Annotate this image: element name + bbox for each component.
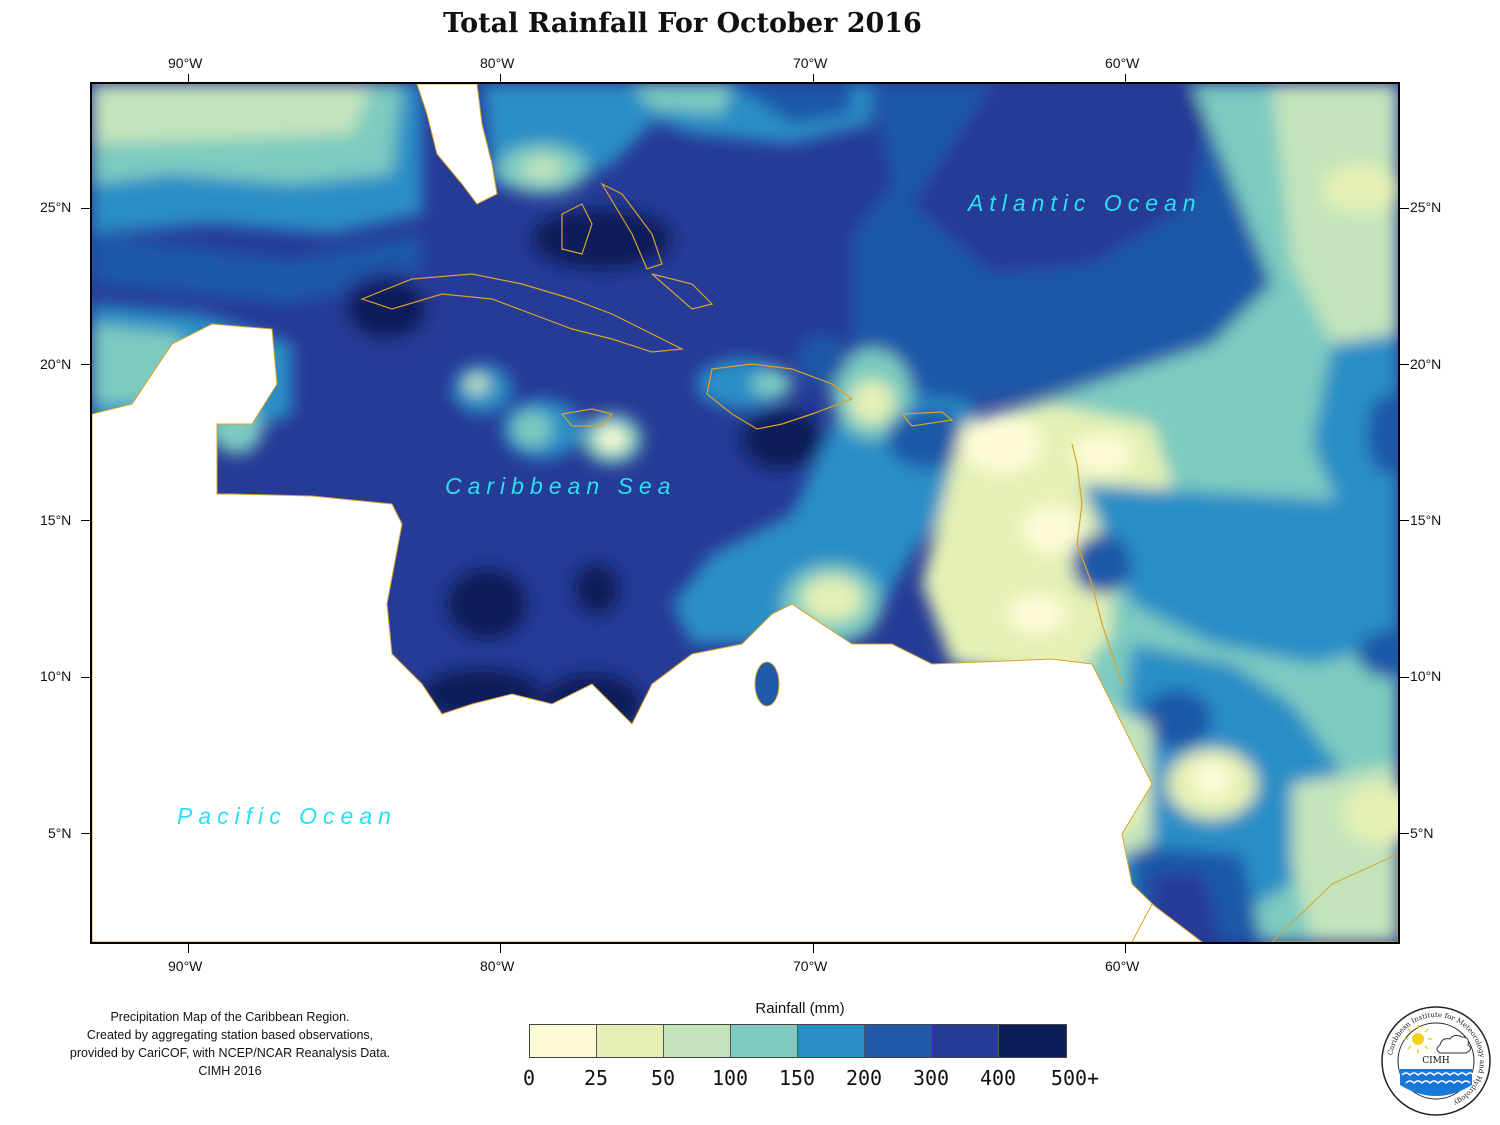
left-tick-mark <box>81 364 90 365</box>
right-tick-25n: 25°N <box>1410 199 1442 215</box>
caribbean-sea-label: Caribbean Sea <box>445 473 677 499</box>
bottom-tick-mark <box>813 944 814 953</box>
right-tick-mark <box>1400 677 1409 678</box>
right-tick-20n: 20°N <box>1410 356 1442 372</box>
caption-line: Precipitation Map of the Caribbean Regio… <box>110 1010 350 1024</box>
legend-break-label: 25 <box>583 1066 609 1090</box>
legend-break-label: 100 <box>711 1066 749 1090</box>
rainfall-contours <box>92 84 1398 942</box>
right-tick-mark <box>1400 208 1409 209</box>
left-tick-mark <box>81 520 90 521</box>
right-tick-mark <box>1400 364 1409 365</box>
left-tick-mark <box>81 677 90 678</box>
legend-swatch <box>530 1025 597 1057</box>
legend-break-label: 0 <box>522 1066 536 1090</box>
brazil-border <box>1271 853 1398 942</box>
atlantic-ocean-label: Atlantic Ocean <box>968 190 1202 216</box>
land-masses <box>92 84 1398 942</box>
florida <box>416 84 498 205</box>
caption-line: provided by CariCOF, with NCEP/NCAR Rean… <box>69 1046 391 1060</box>
rainfall-map <box>90 82 1400 944</box>
top-tick-mark <box>813 74 814 83</box>
top-tick-90w: 90°W <box>168 55 203 71</box>
left-tick-15n: 15°N <box>40 512 72 528</box>
cloud-icon <box>1436 1034 1472 1054</box>
hispaniola-outline <box>706 363 854 430</box>
right-tick-10n: 10°N <box>1410 668 1442 684</box>
legend-swatch <box>597 1025 664 1057</box>
sun-rays-icon <box>1404 1025 1432 1053</box>
left-tick-mark <box>81 833 90 834</box>
bottom-tick-mark <box>188 944 189 953</box>
right-tick-5n: 5°N <box>1410 825 1434 841</box>
logo-name: CIMH <box>1422 1056 1450 1066</box>
bottom-tick-70w: 70°W <box>793 958 828 974</box>
bottom-tick-80w: 80°W <box>480 958 515 974</box>
left-tick-20n: 20°N <box>40 356 72 372</box>
legend-swatch <box>798 1025 865 1057</box>
pacific-ocean-label: Pacific Ocean <box>177 803 397 829</box>
legend-break-label: 400 <box>979 1066 1017 1090</box>
left-tick-mark <box>81 208 90 209</box>
bottom-tick-mark <box>1125 944 1126 953</box>
legend-swatch <box>865 1025 932 1057</box>
right-tick-mark <box>1400 520 1409 521</box>
bottom-tick-90w: 90°W <box>168 958 203 974</box>
jamaica-outline <box>560 408 614 427</box>
caption-line: Created by aggregating station based obs… <box>86 1028 374 1042</box>
central-south-america <box>92 323 1193 942</box>
right-tick-mark <box>1400 833 1409 834</box>
rainfall-map-svg <box>92 84 1398 942</box>
lake-maracaibo <box>754 661 780 707</box>
left-tick-25n: 25°N <box>40 199 72 215</box>
top-tick-70w: 70°W <box>793 55 828 71</box>
map-title: Total Rainfall For October 2016 <box>443 8 922 39</box>
lesser-antilles-outline <box>1071 443 1123 685</box>
top-tick-60w: 60°W <box>1105 55 1140 71</box>
wave-lines <box>1401 1072 1475 1084</box>
sun-icon <box>1412 1033 1424 1045</box>
guiana-land <box>1131 903 1203 942</box>
top-tick-mark <box>188 74 189 83</box>
legend-break-label: 200 <box>845 1066 883 1090</box>
bahamas-outline-3 <box>651 273 714 310</box>
bahamas-outline-1 <box>561 203 593 255</box>
left-tick-5n: 5°N <box>48 825 72 841</box>
legend-break-label: 150 <box>778 1066 816 1090</box>
legend-colorbar <box>529 1024 1067 1058</box>
left-tick-10n: 10°N <box>40 668 72 684</box>
legend-break-label: 50 <box>650 1066 676 1090</box>
map-caption: Precipitation Map of the Caribbean Regio… <box>20 1008 440 1080</box>
legend-swatch <box>999 1025 1066 1057</box>
legend-break-label: 300 <box>912 1066 950 1090</box>
legend-swatch <box>664 1025 731 1057</box>
island-outlines <box>360 182 1123 685</box>
top-tick-80w: 80°W <box>480 55 515 71</box>
caption-line: CIMH 2016 <box>198 1064 262 1078</box>
cuba-outline <box>360 273 685 353</box>
legend-swatch <box>932 1025 999 1057</box>
right-tick-15n: 15°N <box>1410 512 1442 528</box>
cimh-logo: Caribbean Institute for Meteorology and … <box>1381 1006 1491 1116</box>
legend-break-label: 500+ <box>1050 1066 1100 1090</box>
top-tick-mark <box>1125 74 1126 83</box>
puerto-rico-outline <box>900 411 954 427</box>
bottom-tick-60w: 60°W <box>1105 958 1140 974</box>
top-tick-mark <box>500 74 501 83</box>
bottom-tick-mark <box>500 944 501 953</box>
legend-swatch <box>731 1025 798 1057</box>
bahamas-outline-2 <box>600 182 663 270</box>
legend-title: Rainfall (mm) <box>755 1000 845 1017</box>
